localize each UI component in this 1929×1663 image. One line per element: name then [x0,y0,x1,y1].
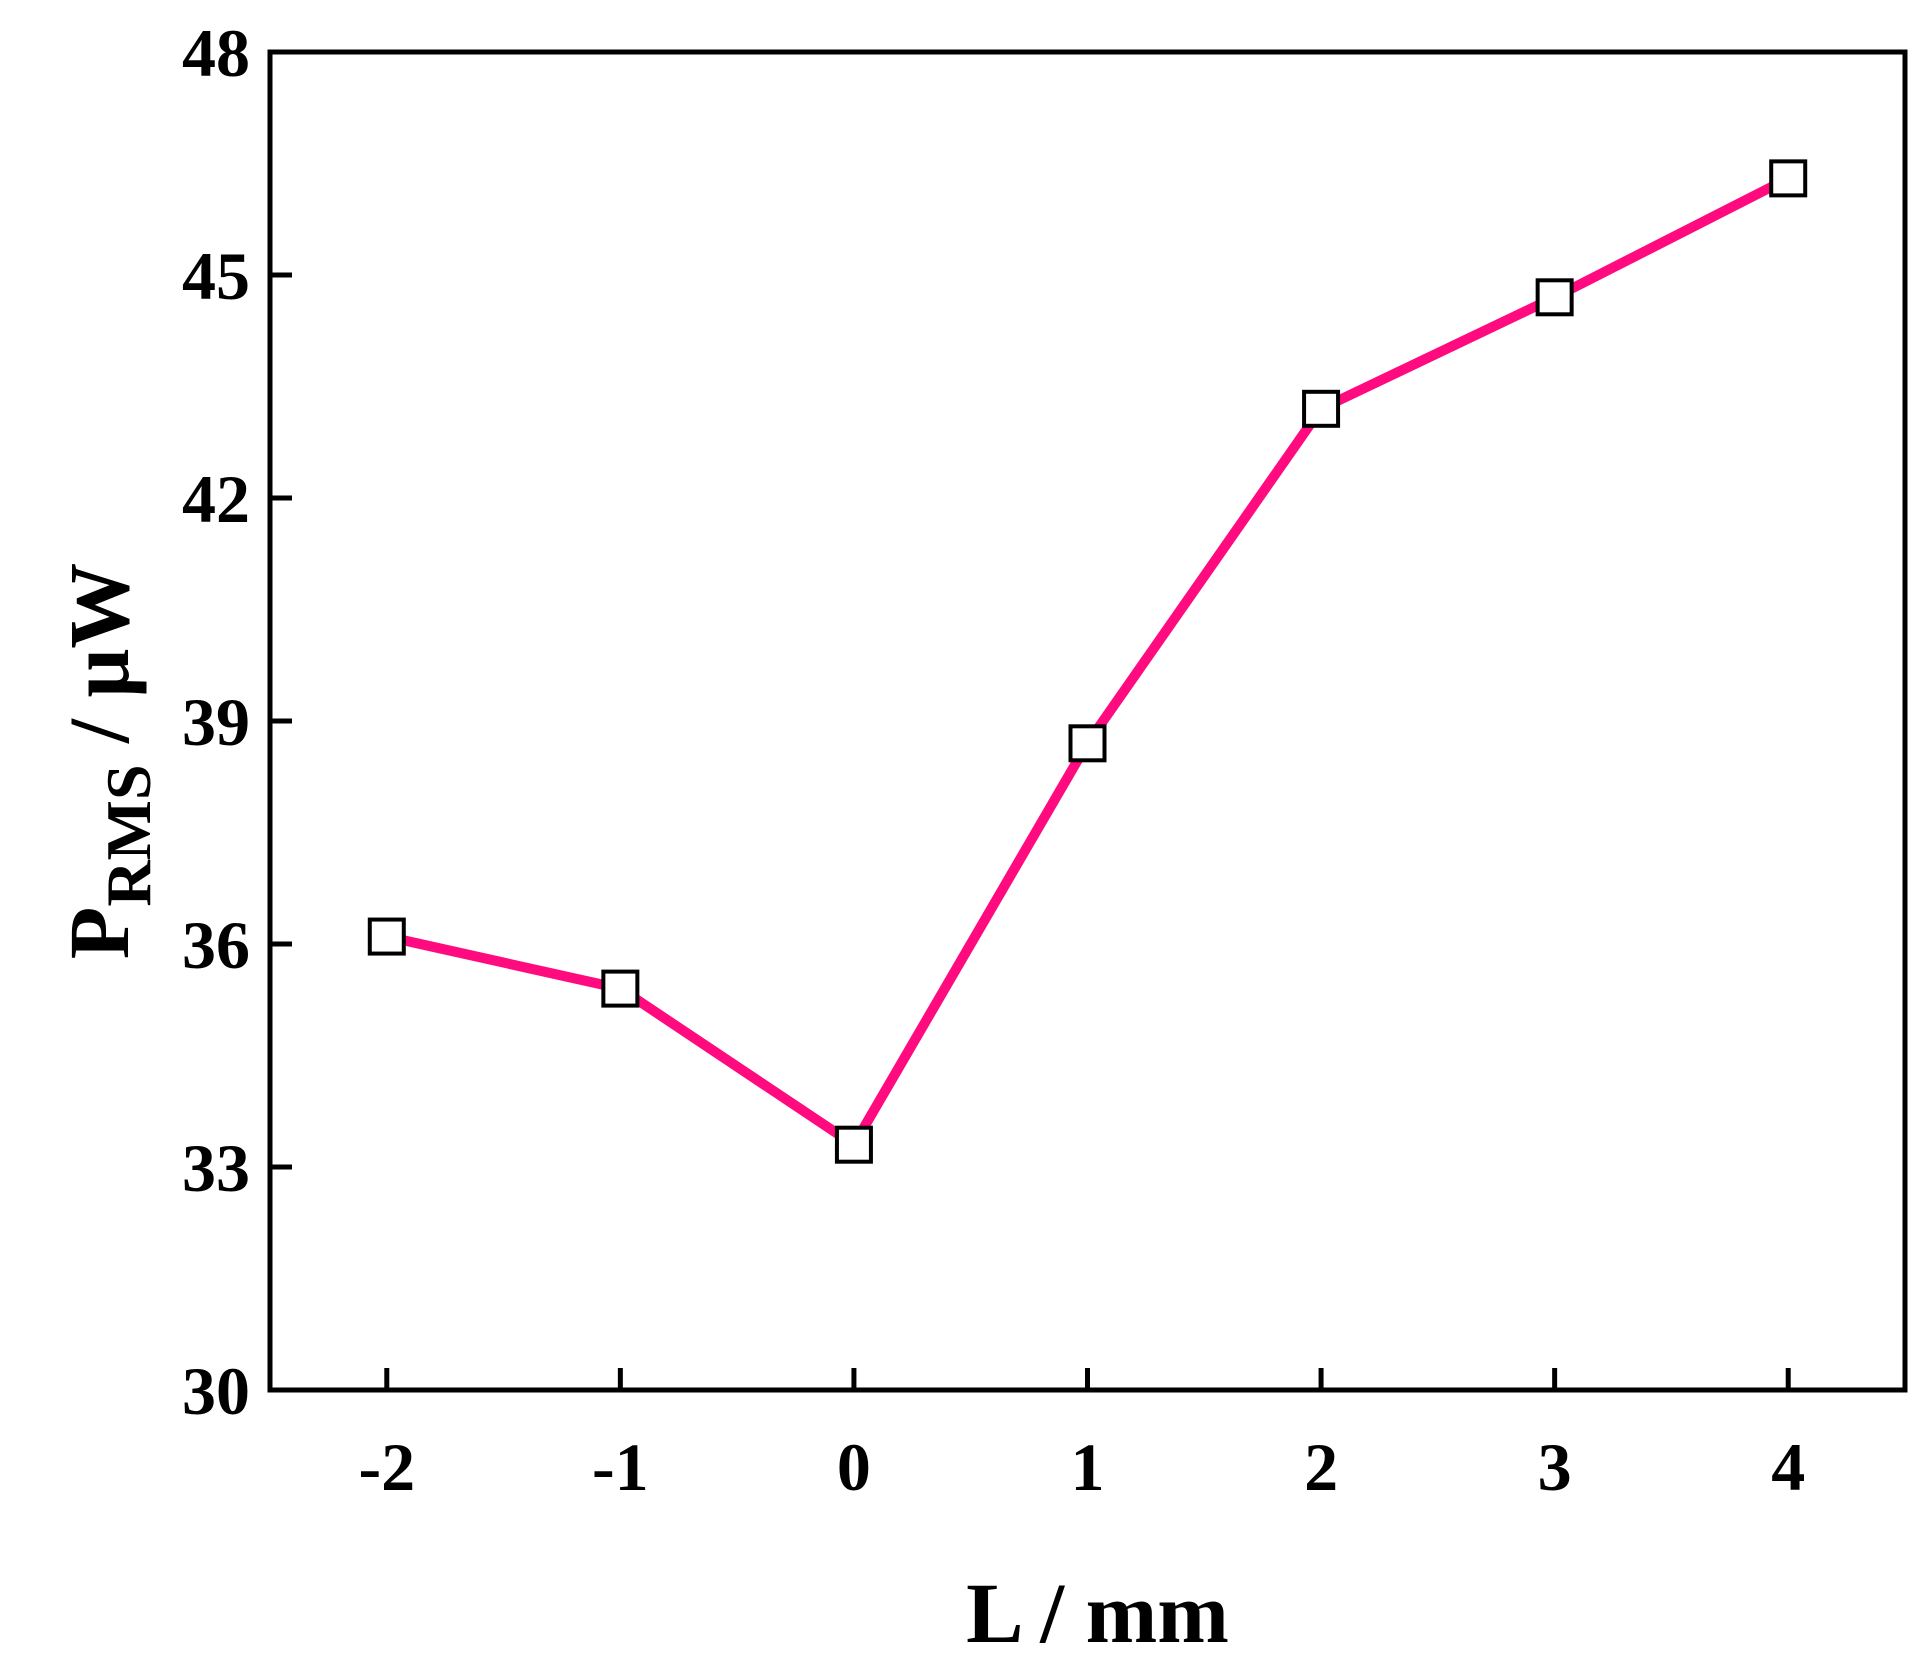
data-point-marker [1535,278,1574,317]
x-tick-label: 0 [837,1429,871,1505]
data-point-marker [367,917,406,956]
data-point-marker [1769,159,1808,198]
data-point-marker [834,1125,873,1164]
x-ticks: -2 -1 0 1 2 3 4 [358,1368,1805,1505]
y-tick-label: 39 [182,684,250,760]
y-tick-label: 33 [182,1130,250,1206]
data-point-marker [601,969,640,1008]
x-tick-label: -2 [358,1429,415,1505]
y-axis-title-unit: / μW [51,563,147,765]
y-tick-label: 48 [182,15,250,91]
x-tick-label: 2 [1304,1429,1338,1505]
y-ticks: 30 33 36 39 42 45 48 [182,15,292,1429]
x-tick-label: 3 [1538,1429,1572,1505]
y-tick-label: 36 [182,907,250,983]
x-tick-label: 4 [1771,1429,1805,1505]
plot-frame [267,49,1908,1393]
x-tick-label: -1 [592,1429,649,1505]
data-point-marker [1068,724,1107,763]
x-tick-label: 1 [1071,1429,1105,1505]
y-tick-label: 45 [182,238,250,314]
y-tick-label: 42 [182,461,250,537]
y-tick-label: 30 [182,1353,250,1429]
series-line [385,173,1791,1152]
series-layer [367,159,1808,1164]
y-axis-title-main: P [51,907,147,960]
y-axis-title: PRMS / μW [51,563,164,959]
data-point-marker [1302,389,1341,428]
y-axis-title-subscript: RMS [93,764,164,906]
x-axis-title: L / mm [966,1565,1229,1658]
